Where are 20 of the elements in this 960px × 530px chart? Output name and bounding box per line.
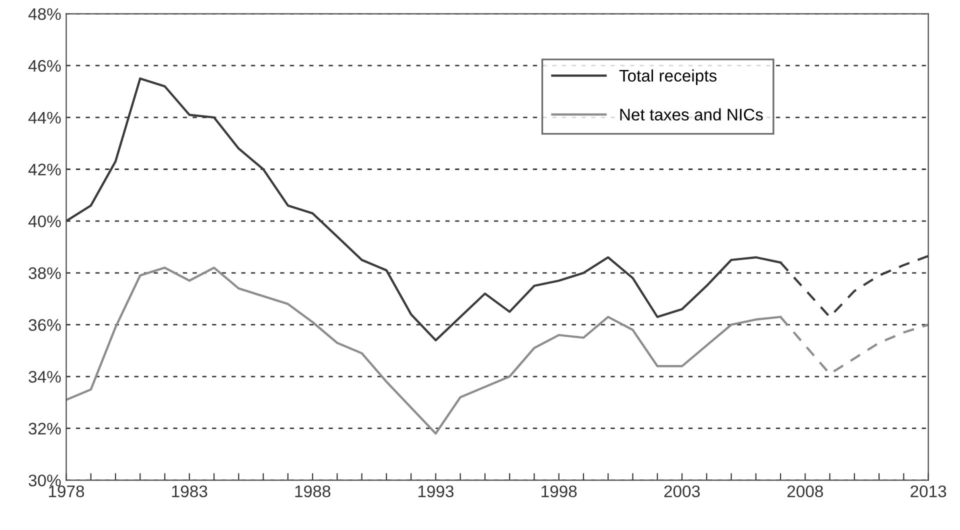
- y-tick-label: 34%: [28, 370, 61, 383]
- legend-label: Net taxes and NICs: [620, 108, 763, 121]
- y-tick-label: 36%: [28, 319, 61, 331]
- x-tick-label: 2003: [664, 485, 700, 498]
- x-tick-label: 1978: [48, 485, 84, 498]
- y-tick-label: 44%: [28, 112, 61, 124]
- y-tick-label: 38%: [28, 267, 61, 280]
- y-tick-label: 46%: [28, 60, 61, 72]
- y-tick-label: 48%: [28, 8, 61, 20]
- y-tick-label: 30%: [28, 474, 61, 486]
- y-tick-label: 40%: [28, 215, 61, 228]
- x-tick-label: 1993: [418, 485, 454, 498]
- legend-label: Total receipts: [619, 69, 717, 85]
- x-tick-label: 1988: [295, 485, 330, 498]
- y-tick-label: 32%: [28, 422, 61, 435]
- x-tick-label: 2013: [910, 485, 946, 498]
- x-tick-label: 2008: [787, 485, 823, 498]
- x-tick-label: 1998: [542, 485, 577, 498]
- x-tick-label: 1983: [172, 485, 208, 498]
- y-tick-label: 42%: [28, 164, 61, 176]
